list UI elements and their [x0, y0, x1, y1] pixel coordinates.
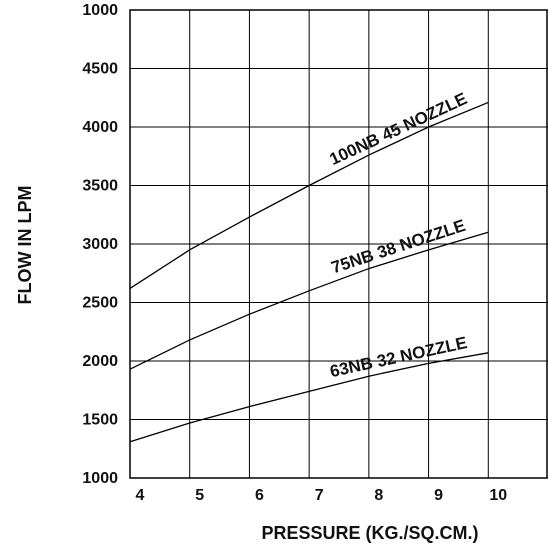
x-tick-label: 6: [255, 487, 264, 504]
line: [129, 231, 489, 370]
y-tick-label: 3000: [82, 236, 118, 253]
y-tick-label: 4500: [82, 61, 118, 78]
y-tick-label: 2500: [82, 295, 118, 312]
x-tick-label: 7: [315, 487, 324, 504]
line: [129, 101, 489, 290]
x-tick-label: 8: [374, 487, 383, 504]
x-tick-label: 4: [136, 487, 145, 504]
y-tick-label: 1500: [82, 412, 118, 429]
series-label: 100NB 45 NOZZLE: [327, 89, 470, 169]
x-tick-label: 5: [195, 487, 204, 504]
y-tick-label: 1000: [82, 2, 118, 19]
x-tick-label: 9: [434, 487, 443, 504]
series-label: 63NB 32 NOZZLE: [328, 333, 469, 381]
series-label: 75NB 38 NOZZLE: [329, 216, 468, 277]
line: [129, 352, 489, 443]
y-tick-label: 3500: [82, 178, 118, 195]
x-axis-title: PRESSURE (KG./SQ.CM.): [261, 523, 478, 543]
x-tick-label: 10: [489, 487, 507, 504]
y-tick-label: 2000: [82, 353, 118, 370]
y-tick-label: 4000: [82, 119, 118, 136]
y-axis-title: FLOW IN LPM: [15, 186, 35, 305]
y-tick-label: 1000: [82, 470, 118, 487]
